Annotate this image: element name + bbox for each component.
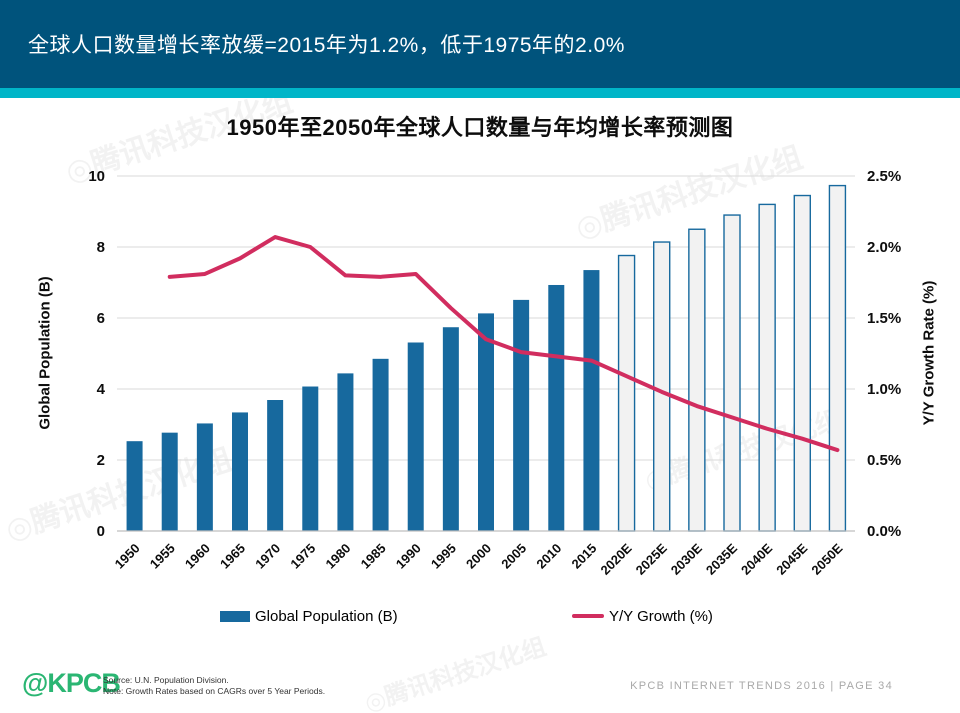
header-banner: 全球人口数量增长率放缓=2015年为1.2%，低于1975年的2.0%	[0, 0, 960, 88]
x-axis-tick: 2045E	[773, 540, 810, 577]
x-axis-tick: 1975	[287, 541, 318, 572]
line-swatch-icon	[572, 614, 604, 618]
population-bar	[407, 342, 424, 531]
x-axis-tick: 2025E	[633, 540, 670, 577]
watermark: ◎腾讯科技汉化组	[361, 633, 550, 713]
legend-label: Y/Y Growth (%)	[609, 607, 713, 625]
kpcb-logo: @KPCB	[22, 668, 121, 698]
left-axis-tick: 6	[97, 310, 105, 327]
left-axis-tick: 8	[97, 239, 105, 256]
left-axis-tick: 4	[97, 381, 106, 398]
x-axis-tick: 1965	[217, 541, 248, 572]
population-bar	[583, 270, 600, 531]
right-axis-tick: 1.0%	[867, 381, 901, 398]
x-axis-tick: 2040E	[738, 540, 775, 577]
legend-item-growth: Y/Y Growth (%)	[572, 606, 713, 626]
population-bar	[653, 241, 671, 532]
right-axis-title: Y/Y Growth Rate (%)	[920, 280, 938, 426]
legend-label: Global Population (B)	[255, 607, 398, 625]
population-bar	[828, 184, 847, 532]
population-bar	[793, 194, 811, 532]
x-axis-tick: 1955	[147, 541, 178, 572]
x-axis-tick: 2000	[463, 541, 494, 572]
x-axis-tick: 1970	[252, 541, 283, 572]
x-axis-tick: 2035E	[703, 540, 740, 577]
population-bar	[126, 441, 143, 531]
x-axis-tick: 2030E	[668, 540, 705, 577]
note-line: Note: Growth Rates based on CAGRs over 5…	[103, 686, 326, 696]
bar-swatch-icon	[220, 610, 250, 622]
x-axis-tick: 1960	[182, 541, 213, 572]
x-axis-tick: 2005	[498, 541, 529, 572]
left-axis-tick: 0	[97, 523, 105, 540]
population-bar	[548, 284, 565, 531]
right-axis-tick: 1.5%	[867, 310, 901, 327]
left-axis-tick: 10	[88, 168, 105, 185]
x-axis-tick: 2050E	[808, 540, 845, 577]
population-bar	[232, 412, 248, 531]
x-axis-tick: 2010	[533, 541, 564, 572]
population-bar	[478, 313, 494, 531]
left-axis-tick: 2	[97, 452, 105, 469]
x-axis-tick: 1990	[393, 541, 424, 572]
growth-line	[167, 235, 840, 453]
x-axis-tick: 2015	[568, 541, 599, 572]
right-axis-tick: 2.0%	[867, 239, 901, 256]
right-axis-tick: 2.5%	[867, 168, 901, 185]
population-bar	[196, 423, 213, 531]
source-note: Source: U.N. Population Division. Note: …	[103, 675, 325, 697]
accent-strip	[0, 88, 960, 98]
left-axis-title: Global Population (B)	[36, 276, 54, 430]
population-bar	[337, 373, 354, 531]
legend-item-population: Global Population (B)	[220, 606, 398, 626]
right-axis-tick: 0.0%	[867, 523, 901, 540]
x-axis-tick: 2020E	[598, 540, 635, 577]
x-axis-tick: 1985	[358, 541, 389, 572]
population-bar	[758, 203, 776, 532]
population-bar	[302, 386, 319, 531]
population-bar	[688, 228, 706, 532]
x-axis-tick: 1950	[112, 541, 143, 572]
source-line: Source: U.N. Population Division.	[103, 675, 229, 685]
population-bar	[723, 214, 741, 532]
population-bar	[161, 432, 178, 531]
right-axis-tick: 0.5%	[867, 452, 901, 469]
population-bar	[372, 358, 389, 531]
x-axis-tick: 1995	[428, 541, 459, 572]
page-footer: KPCB INTERNET TRENDS 2016 | PAGE 34	[630, 680, 893, 692]
population-bar	[513, 299, 530, 531]
population-bar	[442, 327, 459, 531]
chart-title: 1950年至2050年全球人口数量与年均增长率预测图	[226, 115, 734, 140]
population-bar	[267, 400, 284, 531]
x-axis-tick: 1980	[322, 541, 353, 572]
population-bar	[617, 254, 636, 532]
slide-headline: 全球人口数量增长率放缓=2015年为1.2%，低于1975年的2.0%	[28, 34, 625, 57]
